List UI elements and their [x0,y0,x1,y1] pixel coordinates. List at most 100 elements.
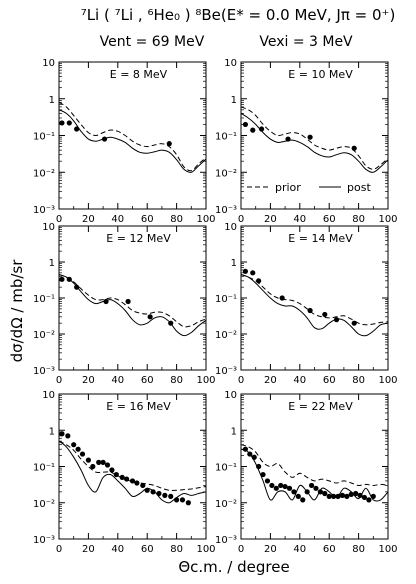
data-point [156,490,162,497]
data-point [322,311,328,318]
data-point [74,284,80,290]
post-curve [240,112,389,173]
data-point [103,298,109,305]
data-point [269,482,275,489]
x-tick-label: 80 [352,544,365,555]
data-point [353,490,359,497]
y-tick-label: 10⁻¹ [33,463,55,474]
data-point [333,317,340,323]
data-point [59,120,65,126]
y-tick-label: 10⁻³ [33,205,55,216]
data-point [79,451,86,457]
panel-2: 0 20 40 60 80 100 10⁻³ 10⁻² 10⁻¹ 1 10 E = 10 MeV pri… [215,58,398,225]
x-tick-label: 100 [378,544,397,555]
panel-4: 0 20 40 60 80 100 10⁻³ 10⁻² 10⁻¹ 1 10 E = 14 MeV [215,222,398,386]
x-tick-label: 20 [264,375,277,386]
data-point [357,492,363,498]
data-point [113,471,119,478]
post-curve [58,440,207,504]
panel-5: 0 20 40 60 80 100 10⁻³ 10⁻² 10⁻¹ 1 10 E = 16 MeV [33,390,216,555]
data-point [308,482,315,489]
data-point [140,482,146,489]
prior-curve [240,274,389,326]
panel-label: E = 22 MeV [288,400,353,413]
data-point [75,446,81,452]
legend-label-prior: prior [275,181,301,194]
x-tick-label: 80 [170,544,183,555]
figure-xlabel: Θc.m. / degree [178,558,289,576]
plot-frame [58,61,207,210]
data-point [124,476,130,482]
data-point [174,497,180,503]
x-tick-label: 100 [196,214,215,225]
data-point [335,493,341,499]
y-tick-label: 10 [42,58,55,69]
x-tick-label: 60 [323,375,336,386]
data-point [278,482,284,489]
data-point [134,480,140,486]
y-tick-label: 10⁻³ [215,535,237,546]
x-tick-label: 80 [170,375,183,386]
x-tick-label: 0 [56,544,62,555]
data-point [326,493,332,499]
x-tick-label: 40 [111,375,124,386]
x-tick-label: 20 [82,375,95,386]
plot-frame [240,225,389,371]
x-tick-label: 100 [196,375,215,386]
data-point [258,126,265,132]
data-point [66,120,72,126]
data-point [344,493,350,499]
y-tick-label: 10⁻¹ [215,132,237,143]
data-point [162,492,168,498]
data-point [59,431,65,437]
figure-title-line2-right: Vexi = 3 MeV [259,34,353,50]
y-tick-label: 10 [224,222,237,233]
x-tick-label: 80 [170,214,183,225]
data-point [59,276,65,282]
data-point [251,454,257,460]
data-point [129,478,136,484]
y-tick-label: 1 [231,95,237,106]
data-point [242,446,249,452]
y-tick-label: 10 [224,390,237,401]
data-point [247,451,253,457]
plot-frame [58,393,207,540]
x-tick-label: 0 [238,375,244,386]
data-point [65,433,71,439]
prior-curve [58,440,207,492]
data-point [74,126,80,132]
post-curve [240,448,389,502]
post-curve [58,109,207,173]
x-tick-label: 20 [264,544,277,555]
y-tick-label: 10⁻¹ [33,294,55,305]
x-tick-label: 80 [352,214,365,225]
data-point [286,485,293,491]
data-point [331,493,337,499]
data-point [256,463,262,470]
data-point [264,478,271,484]
prior-curve [240,444,389,487]
y-tick-label: 10⁻² [33,168,55,179]
data-point [273,485,279,491]
x-tick-label: 60 [323,214,336,225]
data-point [90,463,96,470]
prior-curve [58,101,207,172]
data-point [366,497,372,503]
data-point [291,489,297,495]
data-point [300,497,306,503]
data-point [168,493,174,499]
x-tick-label: 60 [141,544,154,555]
data-point [125,298,131,305]
data-point [66,276,72,282]
y-tick-label: 1 [231,426,237,437]
post-curve [58,274,207,337]
data-point [370,493,376,499]
data-point [256,278,262,284]
data-point [282,483,288,490]
x-tick-label: 40 [293,375,306,386]
y-tick-label: 10⁻¹ [215,463,237,474]
x-tick-label: 0 [238,544,244,555]
x-tick-label: 40 [111,214,124,225]
x-tick-label: 100 [378,375,397,386]
